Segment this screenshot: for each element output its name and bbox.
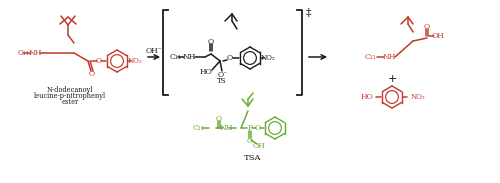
Text: ‡: ‡ <box>306 8 312 18</box>
Text: O⁻: O⁻ <box>218 71 228 79</box>
Text: ester: ester <box>62 98 78 106</box>
Text: NH: NH <box>382 53 396 61</box>
Text: OH⁻: OH⁻ <box>146 47 162 55</box>
Text: O: O <box>255 124 261 132</box>
Text: O: O <box>247 137 253 145</box>
Text: C₁₁: C₁₁ <box>365 53 377 61</box>
Text: N-dodecanoyl: N-dodecanoyl <box>47 86 93 94</box>
Text: NH: NH <box>182 53 196 61</box>
Text: O: O <box>208 38 214 46</box>
Text: O: O <box>96 57 102 65</box>
Text: HO: HO <box>360 93 373 101</box>
Text: O: O <box>216 115 222 123</box>
Text: NO₂: NO₂ <box>411 93 426 101</box>
Text: NH: NH <box>28 49 42 57</box>
Text: TSA: TSA <box>244 154 262 162</box>
Text: OH: OH <box>432 32 444 40</box>
Text: NO₂: NO₂ <box>128 57 142 65</box>
Text: HO: HO <box>200 68 212 76</box>
Text: NO₂: NO₂ <box>260 54 276 62</box>
Text: C₁₁: C₁₁ <box>18 49 30 57</box>
Text: C₁₁: C₁₁ <box>193 124 205 132</box>
Text: OH: OH <box>252 142 266 150</box>
Text: P: P <box>248 124 252 132</box>
Text: TS: TS <box>217 77 227 85</box>
Text: leucine-p-nitrophenyl: leucine-p-nitrophenyl <box>34 92 106 100</box>
Text: O: O <box>424 23 430 31</box>
Text: NH: NH <box>220 124 232 132</box>
Text: O: O <box>89 70 95 78</box>
Text: +: + <box>388 74 396 84</box>
Text: O: O <box>227 54 233 62</box>
Text: C₁₁: C₁₁ <box>170 53 182 61</box>
